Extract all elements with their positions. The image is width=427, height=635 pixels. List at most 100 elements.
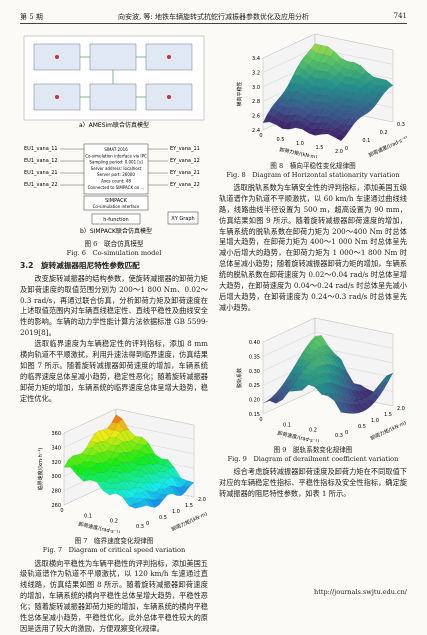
paragraph: 改变旋转减振器的结构参数，使旋转减振器的卸荷力矩及卸荷速度的取值范围分别为 20… bbox=[20, 273, 208, 338]
block-subtitle: Co-simulation interface bbox=[93, 204, 140, 209]
interface-text: Co-simulation interface via IPC bbox=[85, 153, 147, 158]
z-tick-label: 0.40 bbox=[249, 340, 260, 346]
grid-line bbox=[262, 317, 394, 342]
v-tick-label: 0 bbox=[345, 146, 348, 152]
surface-cell bbox=[334, 134, 346, 142]
footer-url: http://journals.swjtu.edu.cn/ bbox=[314, 588, 407, 596]
u-tick-label: 0.5 bbox=[277, 137, 285, 143]
u-tick-label: 0 bbox=[259, 417, 262, 423]
function-label: h-function bbox=[103, 217, 128, 223]
fig8: 2.42.62.83.03.23.400.51.01.52.0 00.10.20.… bbox=[236, 33, 409, 161]
graph-label: XY Graph bbox=[171, 216, 194, 222]
v-tick-label: 0.5 bbox=[358, 424, 366, 430]
interface-text: Server address: localhost bbox=[91, 166, 142, 171]
v-tick-label: 2.0 bbox=[198, 497, 206, 503]
v-tick-label: 0.5 bbox=[159, 515, 167, 521]
z-tick-label: 2.6 bbox=[252, 114, 260, 120]
u-tick-label: 1.5 bbox=[316, 145, 324, 151]
interface-text: Server port: 26000 bbox=[97, 172, 135, 177]
caption-cn: 图 6 联合仿真模型 bbox=[84, 239, 144, 248]
port-label: EY_vana_22 bbox=[170, 182, 200, 188]
port-label: EU1_vana_12 bbox=[24, 158, 58, 164]
port-label: EU1_vana_21 bbox=[24, 170, 58, 176]
simpack-box bbox=[83, 195, 149, 211]
z-axis-label: 临界速度/(km·h⁻¹) bbox=[37, 447, 44, 490]
u-tick-label: 0.1 bbox=[283, 422, 291, 428]
u-axis-label: 卸荷力矩/(kN·m) bbox=[279, 146, 318, 158]
z-tick-label: 300 bbox=[51, 474, 61, 480]
u-tick-label: 0.2 bbox=[110, 518, 118, 524]
u-tick-label: 0 bbox=[60, 508, 63, 514]
surface-cell bbox=[338, 129, 350, 137]
grid-line bbox=[63, 408, 195, 433]
left-column: a）AMESim联合仿真模型 b）SIMPACK联合仿真模型 EU1_vana_… bbox=[20, 30, 208, 635]
z-tick-label: 260 bbox=[51, 503, 61, 509]
v-tick-label: 0 bbox=[146, 521, 149, 527]
surface-cell bbox=[334, 400, 346, 413]
subcaption: b）SIMPACK联合仿真模型 bbox=[80, 227, 152, 235]
v-tick-label: 0.2 bbox=[380, 130, 388, 136]
z-tick-label: 2.4 bbox=[252, 128, 260, 134]
u-tick-label: 0 bbox=[259, 133, 262, 139]
u-tick-label: 2.0 bbox=[335, 149, 343, 155]
surface-cell bbox=[156, 494, 169, 499]
u-tick-label: 0.1 bbox=[84, 513, 92, 519]
caption-cn: 图 8 横向平稳性变化规律图 bbox=[270, 161, 356, 170]
caption-en: Fig. 7 Diagram of critical speed variati… bbox=[42, 545, 186, 554]
interface-box bbox=[83, 143, 149, 195]
function-box bbox=[91, 213, 141, 225]
u-tick-label: 0.2 bbox=[309, 427, 317, 433]
z-tick-label: 3.0 bbox=[252, 85, 260, 91]
port-label: EY_vana_11 bbox=[170, 146, 200, 152]
u-tick-label: 0.3 bbox=[335, 433, 343, 439]
z-tick-label: 2.8 bbox=[252, 99, 260, 105]
fig6a: a）AMESim联合仿真模型 bbox=[23, 35, 205, 129]
z-tick-label: 0.30 bbox=[249, 369, 260, 375]
surface-cell bbox=[338, 401, 350, 414]
z-tick-label: 320 bbox=[51, 459, 61, 465]
right-column: 2.4 2.6 2.8 3.0 3.2 3.4 0 0.5 1.0 1.5 2.0 0 0.1 0.2 0.… bbox=[219, 30, 409, 499]
surface-cell bbox=[347, 118, 359, 125]
section-heading: 3.2 旋转减振器阻尼特性参数匹配 bbox=[20, 260, 140, 270]
z-tick-label: 0.15 bbox=[249, 412, 260, 418]
z-tick-label: 0.35 bbox=[249, 354, 260, 360]
port-label: EU1_vana_22 bbox=[24, 182, 58, 188]
running-title: 向安波, 等: 地铁车辆旋转式抗蛇行减振器参数优化及应用分析 bbox=[117, 13, 310, 21]
surface-cell bbox=[139, 498, 152, 507]
z-axis-label: 脱轨系数 bbox=[236, 368, 243, 388]
z-tick-label: 0.20 bbox=[249, 397, 260, 403]
v-axis-label: 卸荷速度/(rad·s⁻¹) bbox=[368, 134, 407, 158]
surface-cell bbox=[182, 480, 195, 487]
v-tick-label: 1.0 bbox=[172, 509, 180, 515]
v-tick-label: 2.0 bbox=[397, 406, 405, 412]
u-tick-label: 0.3 bbox=[136, 524, 144, 530]
z-tick-label: 3.4 bbox=[252, 56, 260, 62]
surface-cell bbox=[135, 501, 147, 509]
subcaption: a）AMESim联合仿真模型 bbox=[79, 121, 149, 129]
z-axis-label: 横向平稳性 bbox=[236, 81, 243, 106]
v-tick-label: 0 bbox=[345, 430, 348, 436]
paragraph: 选取横向平稳性为车辆平稳性的评判指标，添加美国五级轨道谱作为轨道不平顺激扰，以 … bbox=[20, 558, 208, 633]
ports bbox=[55, 55, 171, 99]
interface-text: Connected to SIMPACK on ... bbox=[88, 185, 145, 190]
port-label: EY_vana_21 bbox=[170, 170, 200, 176]
caption-cn: 图 7 临界速度变化规律图 bbox=[74, 536, 154, 545]
paragraph: 综合考虑旋转减振器卸荷速度及卸荷力矩在不同取值下对应的车辆稳定性指标、平稳性指标… bbox=[219, 466, 407, 498]
grid-line bbox=[262, 331, 394, 357]
surface-cell bbox=[342, 123, 355, 131]
surface-cell bbox=[368, 98, 381, 106]
z-tick-label: 0.25 bbox=[249, 383, 260, 389]
surface-cell bbox=[381, 372, 394, 384]
u-tick-label: 1.0 bbox=[296, 141, 304, 147]
header-rule bbox=[20, 23, 407, 24]
fig6b: b）SIMPACK联合仿真模型 EU1_vana_11 EU1_vana_12 EU… bbox=[24, 143, 200, 235]
issue: 第 5 期 bbox=[20, 13, 43, 21]
graph-box bbox=[167, 211, 199, 225]
z-tick-label: 360 bbox=[51, 431, 61, 437]
port-label: EY_vana_12 bbox=[170, 158, 200, 164]
z-tick-label: 3.2 bbox=[252, 70, 260, 76]
z-tick-label: 280 bbox=[51, 488, 61, 494]
caption-en: Fig. 6 Co-simulation model bbox=[66, 248, 162, 257]
